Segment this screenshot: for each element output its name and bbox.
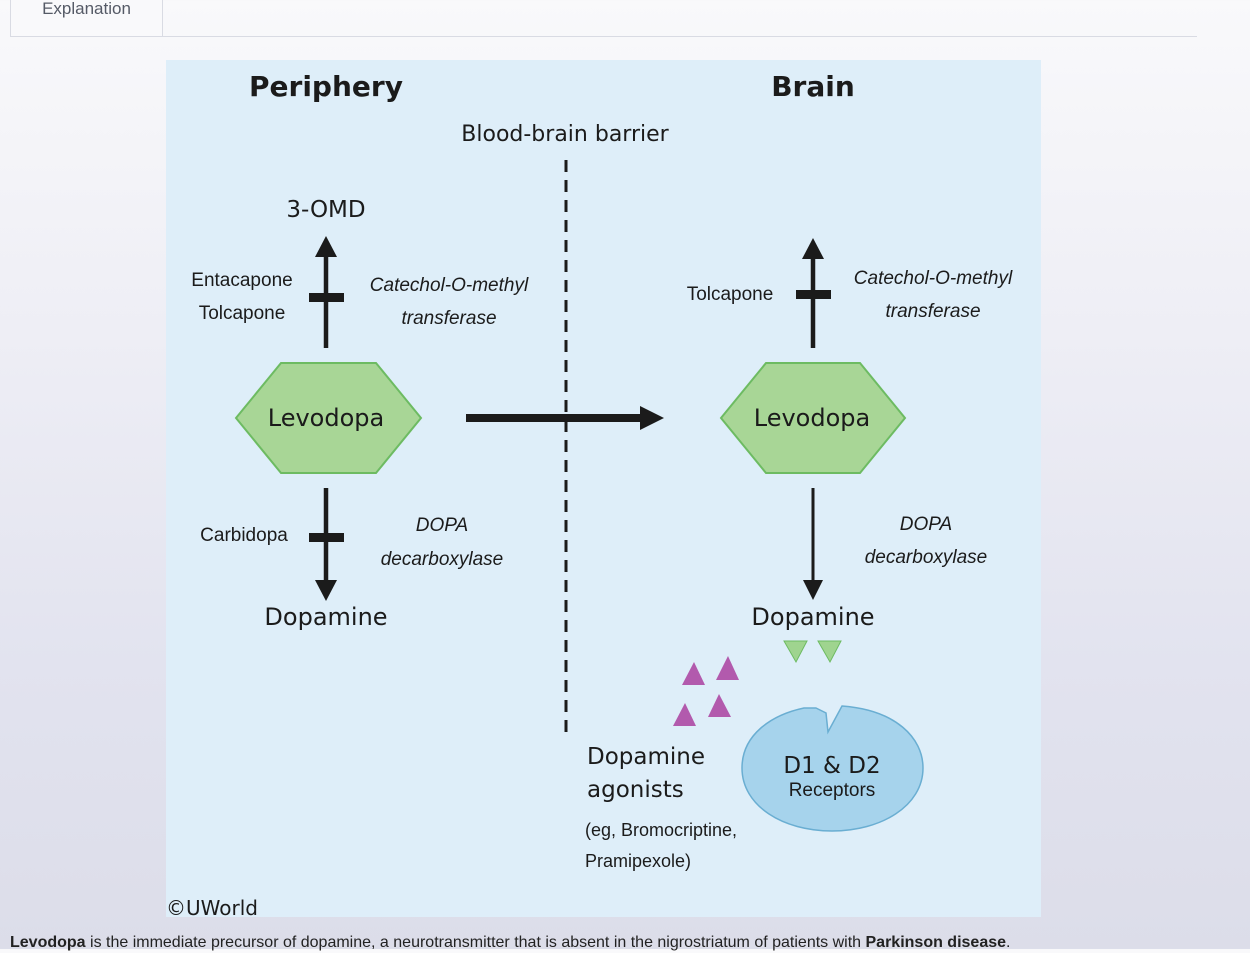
agonist-molecule-triangle [708,694,731,717]
levodopa-hexagon-periphery [234,362,423,474]
caption-text-2: . [1006,934,1011,951]
comt-enzyme-label-periphery-2: transferase [401,308,496,329]
periphery-ddc-block-bar [309,533,344,542]
carbidopa-label: Carbidopa [200,525,288,546]
agonists-label-1: Dopamine [587,744,705,770]
entacapone-label: Entacapone [191,270,292,291]
barrier-label: Blood-brain barrier [461,122,669,147]
brain-ddc-arrow [803,488,823,600]
tolcapone-label-periphery: Tolcapone [199,303,286,324]
periphery-comt-arrow [309,236,344,348]
periphery-comt-block-bar [309,293,344,302]
receptor-label-2: Receptors [789,780,876,801]
dopamine-molecule-triangle [817,640,842,664]
dopamine-label-periphery: Dopamine [264,603,387,631]
receptor-label-1: D1 & D2 [783,753,880,779]
levodopa-hexagon-brain [719,362,907,474]
comt-enzyme-label-brain-1: Catechol-O-methyl [854,268,1013,289]
comt-enzyme-label-periphery-1: Catechol-O-methyl [370,275,529,296]
d1-d2-receptor-shape [741,705,924,832]
agonists-examples-1: (eg, Bromocriptine, [585,820,737,840]
ddc-enzyme-label-periphery-2: decarboxylase [381,549,504,570]
caption-text-1: is the immediate precursor of dopamine, … [85,934,866,951]
omd-label: 3-OMD [286,197,365,223]
periphery-title: Periphery [249,70,403,103]
explanation-caption: Levodopa is the immediate precursor of d… [10,933,1250,953]
agonist-molecule-triangle [716,656,739,680]
ddc-enzyme-label-brain-1: DOPA [900,514,952,535]
agonists-examples-2: Pramipexole) [585,851,691,871]
brain-comt-block-bar [796,290,831,299]
tab-explanation[interactable]: Explanation [10,0,163,36]
periphery-ddc-arrow [309,488,344,601]
crossing-arrow [466,406,664,430]
levodopa-label-brain: Levodopa [754,404,870,432]
ddc-enzyme-label-periphery-1: DOPA [416,515,468,536]
copyright-label: ©UWorld [166,896,258,917]
comt-enzyme-label-brain-2: transferase [885,301,980,322]
agonists-label-2: agonists [587,777,684,803]
brain-comt-arrow [796,238,831,348]
tab-bar: Explanation [10,0,1197,37]
agonist-molecule-triangle [682,662,705,685]
levodopa-label-periphery: Levodopa [268,404,384,432]
levodopa-pathway-figure: Periphery Brain Blood-brain barrier 3-OM… [166,60,1041,917]
brain-title: Brain [771,70,855,103]
caption-bold-levodopa: Levodopa [10,934,86,951]
ddc-enzyme-label-brain-2: decarboxylase [865,547,988,568]
pathway-diagram: Periphery Brain Blood-brain barrier 3-OM… [166,70,1013,917]
agonist-molecule-triangle [673,703,696,726]
caption-bold-parkinson: Parkinson disease [865,934,1007,951]
tolcapone-label-brain: Tolcapone [687,284,774,305]
dopamine-molecule-triangle [783,640,808,664]
dopamine-label-brain: Dopamine [751,603,874,631]
